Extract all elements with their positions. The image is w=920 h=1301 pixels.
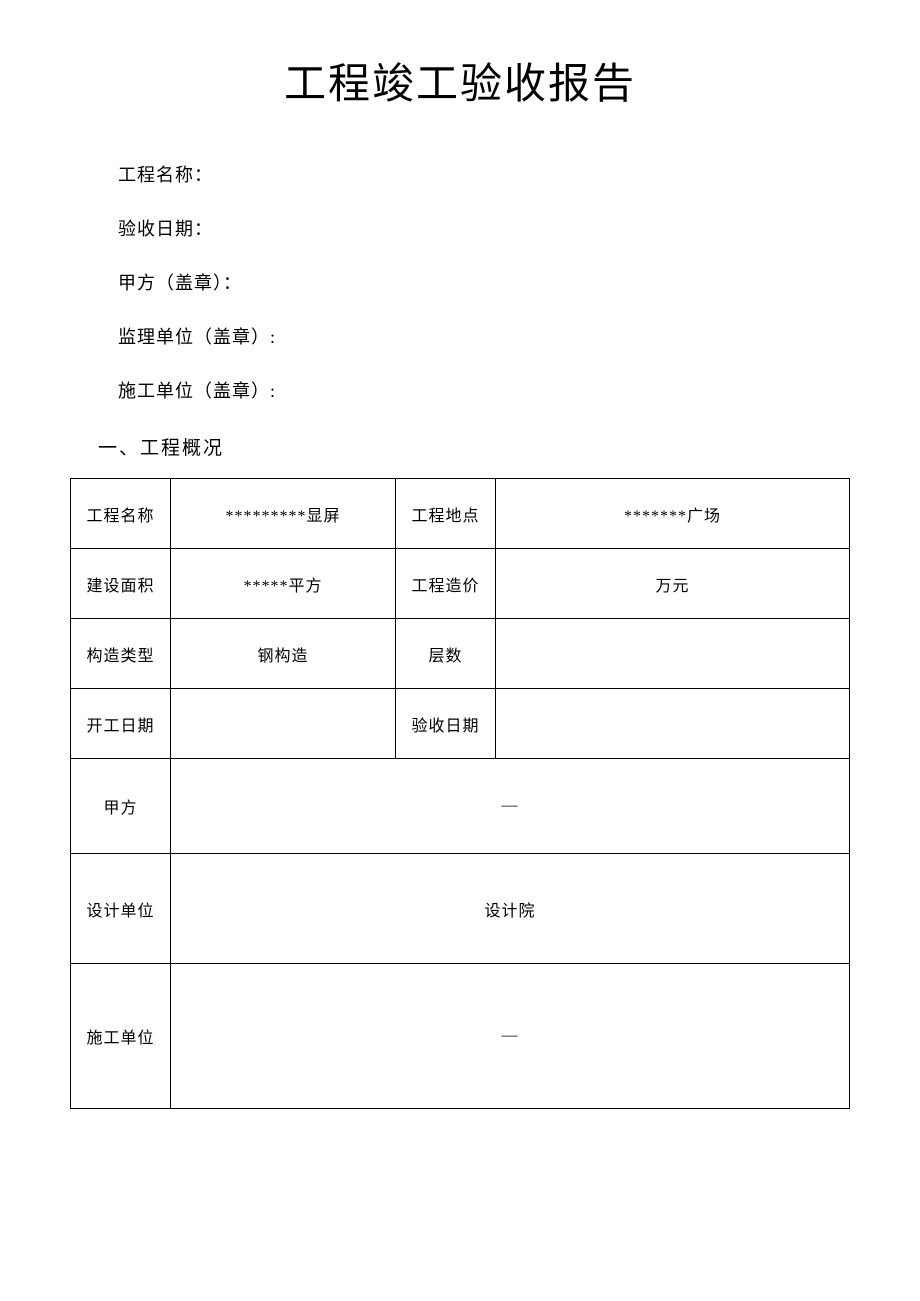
cell-label: 建设面积: [71, 549, 171, 619]
field-party-a: 甲方（盖章）：: [118, 269, 850, 295]
cell-value: *****平方: [171, 549, 396, 619]
cell-value: [171, 689, 396, 759]
table-row: 开工日期 验收日期: [71, 689, 850, 759]
cell-value: *********显屏: [171, 479, 396, 549]
section-header-overview: 一、工程概况: [98, 433, 850, 460]
cell-label: 甲方: [71, 759, 171, 854]
table-row: 建设面积 *****平方 工程造价 万元: [71, 549, 850, 619]
table-row: 甲方 —: [71, 759, 850, 854]
cell-value: —: [171, 964, 850, 1109]
table-row: 施工单位 —: [71, 964, 850, 1109]
table-row: 工程名称 *********显屏 工程地点 *******广场: [71, 479, 850, 549]
cell-value: 万元: [496, 549, 850, 619]
cell-label: 设计单位: [71, 854, 171, 964]
document-title: 工程竣工验收报告: [70, 50, 850, 111]
field-supervisor: 监理单位（盖章）:: [118, 323, 850, 349]
field-constructor: 施工单位（盖章）:: [118, 377, 850, 403]
cell-label: 工程名称: [71, 479, 171, 549]
field-project-name: 工程名称：: [118, 161, 850, 187]
cell-label: 工程地点: [396, 479, 496, 549]
cell-value: 钢构造: [171, 619, 396, 689]
cell-label: 开工日期: [71, 689, 171, 759]
cell-label: 工程造价: [396, 549, 496, 619]
cell-value: [496, 689, 850, 759]
cell-value: —: [171, 759, 850, 854]
cell-value: [496, 619, 850, 689]
field-acceptance-date: 验收日期：: [118, 215, 850, 241]
cell-value: 设计院: [171, 854, 850, 964]
project-overview-table: 工程名称 *********显屏 工程地点 *******广场 建设面积 ***…: [70, 478, 850, 1109]
cell-label: 施工单位: [71, 964, 171, 1109]
table-row: 设计单位 设计院: [71, 854, 850, 964]
cell-label: 验收日期: [396, 689, 496, 759]
cell-label: 构造类型: [71, 619, 171, 689]
info-section: 工程名称： 验收日期： 甲方（盖章）： 监理单位（盖章）: 施工单位（盖章）:: [118, 161, 850, 403]
cell-value: *******广场: [496, 479, 850, 549]
cell-label: 层数: [396, 619, 496, 689]
table-row: 构造类型 钢构造 层数: [71, 619, 850, 689]
